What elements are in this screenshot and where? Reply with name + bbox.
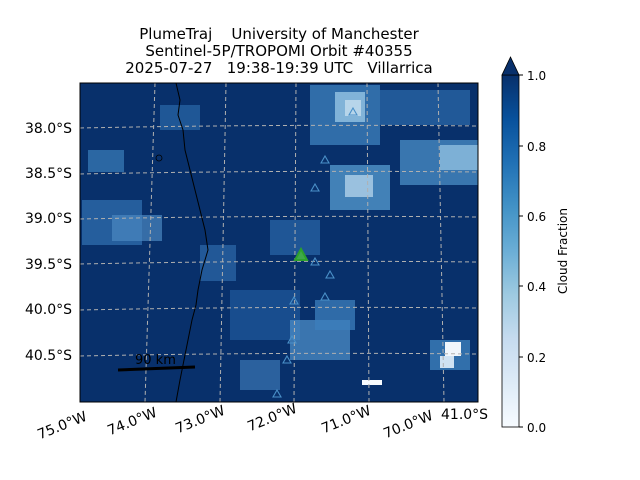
colorbar-tick-0: 0.0 <box>527 421 546 435</box>
colorbar-tick-3: 0.6 <box>527 210 546 224</box>
lat-label-40-0: 40.0°S <box>25 302 72 318</box>
lon-label-71: 71.0°W <box>319 403 373 437</box>
lon-label-74: 74.0°W <box>105 405 159 439</box>
volcano-markers <box>272 106 358 398</box>
lon-label-75: 75.0°W <box>35 409 89 443</box>
colorbar-gradient <box>501 74 520 428</box>
lat-label-38-0: 38.0°S <box>25 121 72 137</box>
colorbar-tick-2: 0.4 <box>527 280 546 294</box>
colorbar-tick-1: 0.2 <box>527 351 546 365</box>
lat-label-39-5: 39.5°S <box>25 257 72 273</box>
longitude-labels: 75.0°W 74.0°W 73.0°W 72.0°W 71.0°W 70.0°… <box>35 401 435 443</box>
colorbar-tick-4: 0.8 <box>527 140 546 154</box>
map-title: PlumeTraj University of Manchester Senti… <box>80 26 478 77</box>
lon-label-70: 70.0°W <box>381 408 435 442</box>
lon-label-72: 72.0°W <box>245 401 299 435</box>
lat-label-41-0: 41.0°S <box>441 407 488 423</box>
latitude-gridlines <box>80 124 478 357</box>
colorbar-label: Cloud Fraction <box>556 208 570 294</box>
map-frame <box>79 82 479 403</box>
villarrica-volcano-icon <box>293 246 309 261</box>
lat-label-40-5: 40.5°S <box>25 348 72 364</box>
lat-label-39-0: 39.0°S <box>25 211 72 227</box>
title-line-2: Sentinel-5P/TROPOMI Orbit #40355 <box>145 42 413 60</box>
title-line-3: 2025-07-27 19:38-19:39 UTC Villarrica <box>125 59 433 77</box>
colorbar: 0.0 0.2 0.4 0.6 0.8 1.0 Cloud Fraction <box>501 56 570 435</box>
scale-bar <box>117 365 196 372</box>
lon-label-73: 73.0°W <box>173 403 227 437</box>
coastline <box>175 83 209 402</box>
lat-label-38-5: 38.5°S <box>25 166 72 182</box>
title-line-1: PlumeTraj University of Manchester <box>139 25 419 43</box>
colorbar-tick-5: 1.0 <box>527 69 546 83</box>
latitude-labels: 38.0°S 38.5°S 39.0°S 39.5°S 40.0°S 40.5°… <box>25 121 72 364</box>
colorbar-extend-arrow <box>501 56 520 76</box>
scale-bar-label: 90 km <box>135 353 176 368</box>
